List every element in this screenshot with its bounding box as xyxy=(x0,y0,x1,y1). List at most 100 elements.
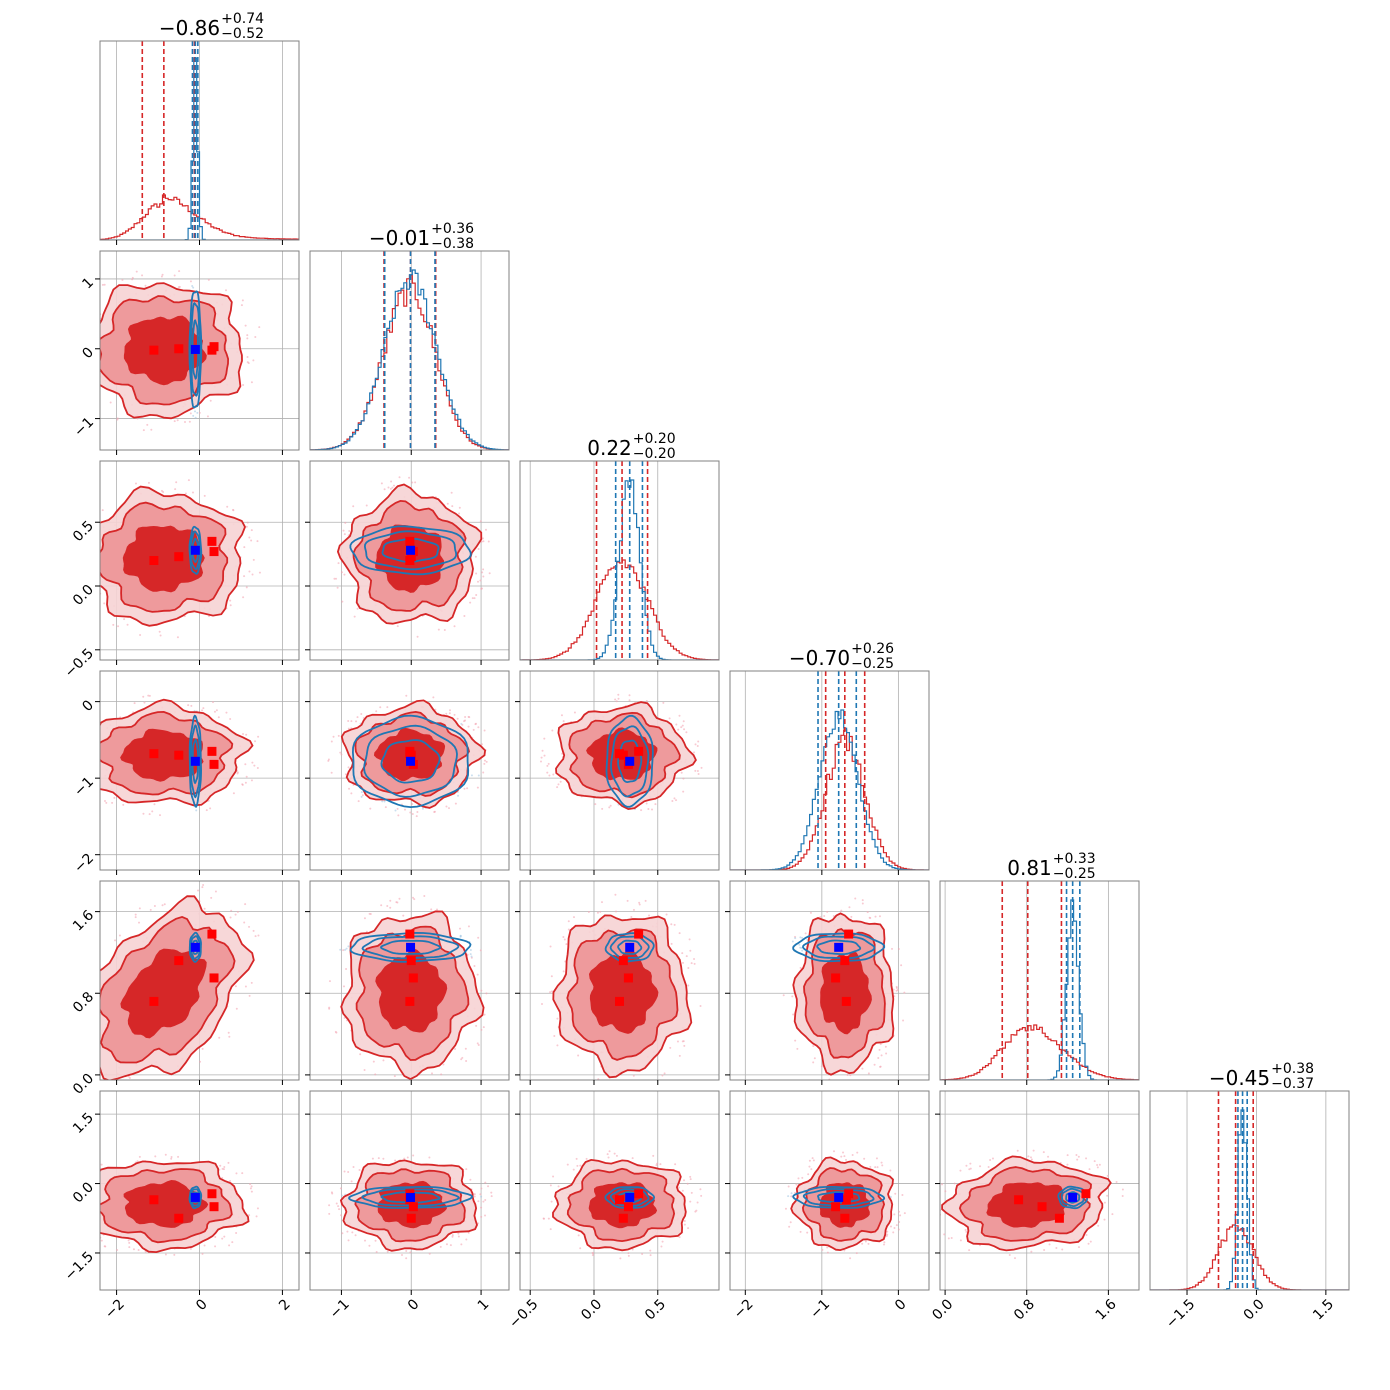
sample-point xyxy=(901,1193,904,1196)
sample-point xyxy=(440,1073,443,1076)
sample-point xyxy=(959,1169,962,1172)
blue-contour-1 xyxy=(792,1186,886,1209)
sample-point xyxy=(833,1150,836,1153)
sample-point xyxy=(68,750,70,752)
x-tick-label: −1.5 xyxy=(1163,1296,1198,1331)
red-marker xyxy=(174,750,184,760)
sample-point xyxy=(173,420,176,423)
sample-point xyxy=(393,1075,396,1078)
sample-point xyxy=(245,586,248,589)
sample-point xyxy=(687,1227,690,1230)
sample-point xyxy=(232,792,235,795)
sample-point xyxy=(1016,1149,1019,1152)
sample-point xyxy=(791,995,794,998)
sample-point xyxy=(347,720,350,723)
sample-point xyxy=(170,1155,173,1158)
sample-point xyxy=(469,1178,472,1181)
sample-point xyxy=(898,1210,901,1213)
title-3-minus: −0.20 xyxy=(633,446,676,462)
panel-5-2: −0.5 0.0 0.5 xyxy=(506,1090,720,1332)
sample-point xyxy=(699,1188,702,1191)
sample-point xyxy=(202,707,205,710)
blue-contour-2 xyxy=(1060,1187,1085,1208)
sample-point xyxy=(791,940,794,943)
sample-point xyxy=(328,1204,331,1207)
sample-point xyxy=(67,359,69,361)
sample-point xyxy=(855,1252,858,1255)
sample-point xyxy=(959,1239,962,1242)
sample-point xyxy=(1111,1213,1114,1216)
sample-point xyxy=(619,1257,622,1260)
sample-point xyxy=(234,913,237,916)
sample-point xyxy=(465,1168,468,1171)
sample-point xyxy=(1077,1246,1080,1249)
y-tick-label: 1.5 xyxy=(70,1110,97,1137)
sample-point xyxy=(863,1157,866,1160)
blue-contour-1 xyxy=(604,1186,656,1209)
sample-point xyxy=(546,771,549,774)
sample-point xyxy=(414,481,417,484)
sample-point xyxy=(348,787,351,790)
sample-point xyxy=(823,915,826,918)
sample-point xyxy=(678,714,681,717)
sample-point xyxy=(808,1165,811,1168)
truth-marker xyxy=(190,942,200,952)
sample-point xyxy=(490,1191,493,1194)
sample-point xyxy=(112,623,115,626)
sample-point xyxy=(466,787,469,790)
sample-point xyxy=(389,487,392,490)
sample-point xyxy=(617,693,620,696)
sample-point xyxy=(214,890,217,893)
sample-point xyxy=(866,911,869,914)
sample-point xyxy=(71,747,73,749)
sample-point xyxy=(594,803,597,806)
sample-point xyxy=(437,628,440,631)
sample-point xyxy=(837,1089,839,1091)
sample-point xyxy=(402,914,405,917)
sample-point xyxy=(229,599,232,602)
sample-point xyxy=(217,716,220,719)
sample-point xyxy=(893,1213,896,1216)
sample-point xyxy=(336,586,339,589)
sample-point xyxy=(562,720,565,723)
panel-2-2 xyxy=(519,460,720,665)
sample-point xyxy=(483,1013,486,1016)
sample-point xyxy=(451,1234,454,1237)
panel-3-1 xyxy=(305,670,510,875)
sample-point xyxy=(251,761,254,764)
sample-point xyxy=(876,1166,879,1169)
sample-point xyxy=(898,1220,901,1223)
sample-point xyxy=(685,731,688,734)
sample-point xyxy=(225,711,228,714)
red-marker xyxy=(174,1213,184,1223)
sample-point xyxy=(88,1233,90,1235)
sample-point xyxy=(467,925,470,928)
sample-point xyxy=(683,1179,686,1182)
sample-point xyxy=(150,428,153,431)
panel-4-3 xyxy=(725,880,930,1091)
sample-point xyxy=(460,1243,463,1246)
sample-point xyxy=(69,361,71,363)
sample-point xyxy=(250,779,253,782)
sample-point xyxy=(480,540,483,543)
sample-point xyxy=(163,1086,165,1088)
sample-point xyxy=(394,809,397,812)
sample-point xyxy=(447,807,450,810)
sample-point xyxy=(453,625,456,628)
truth-marker xyxy=(834,1192,844,1202)
sample-point xyxy=(93,542,95,544)
sample-point xyxy=(483,762,486,765)
sample-point xyxy=(153,803,156,806)
red-contour-3 xyxy=(122,525,205,593)
sample-point xyxy=(469,949,472,952)
sample-point xyxy=(437,1083,439,1085)
sample-point xyxy=(950,1237,953,1240)
blue-contour-1 xyxy=(349,931,472,963)
sample-point xyxy=(411,802,414,805)
sample-point xyxy=(812,1061,815,1064)
truth-marker xyxy=(406,545,416,555)
sample-point xyxy=(134,916,137,919)
sample-point xyxy=(482,1200,485,1203)
sample-point xyxy=(542,1217,545,1220)
sample-point xyxy=(197,889,200,892)
